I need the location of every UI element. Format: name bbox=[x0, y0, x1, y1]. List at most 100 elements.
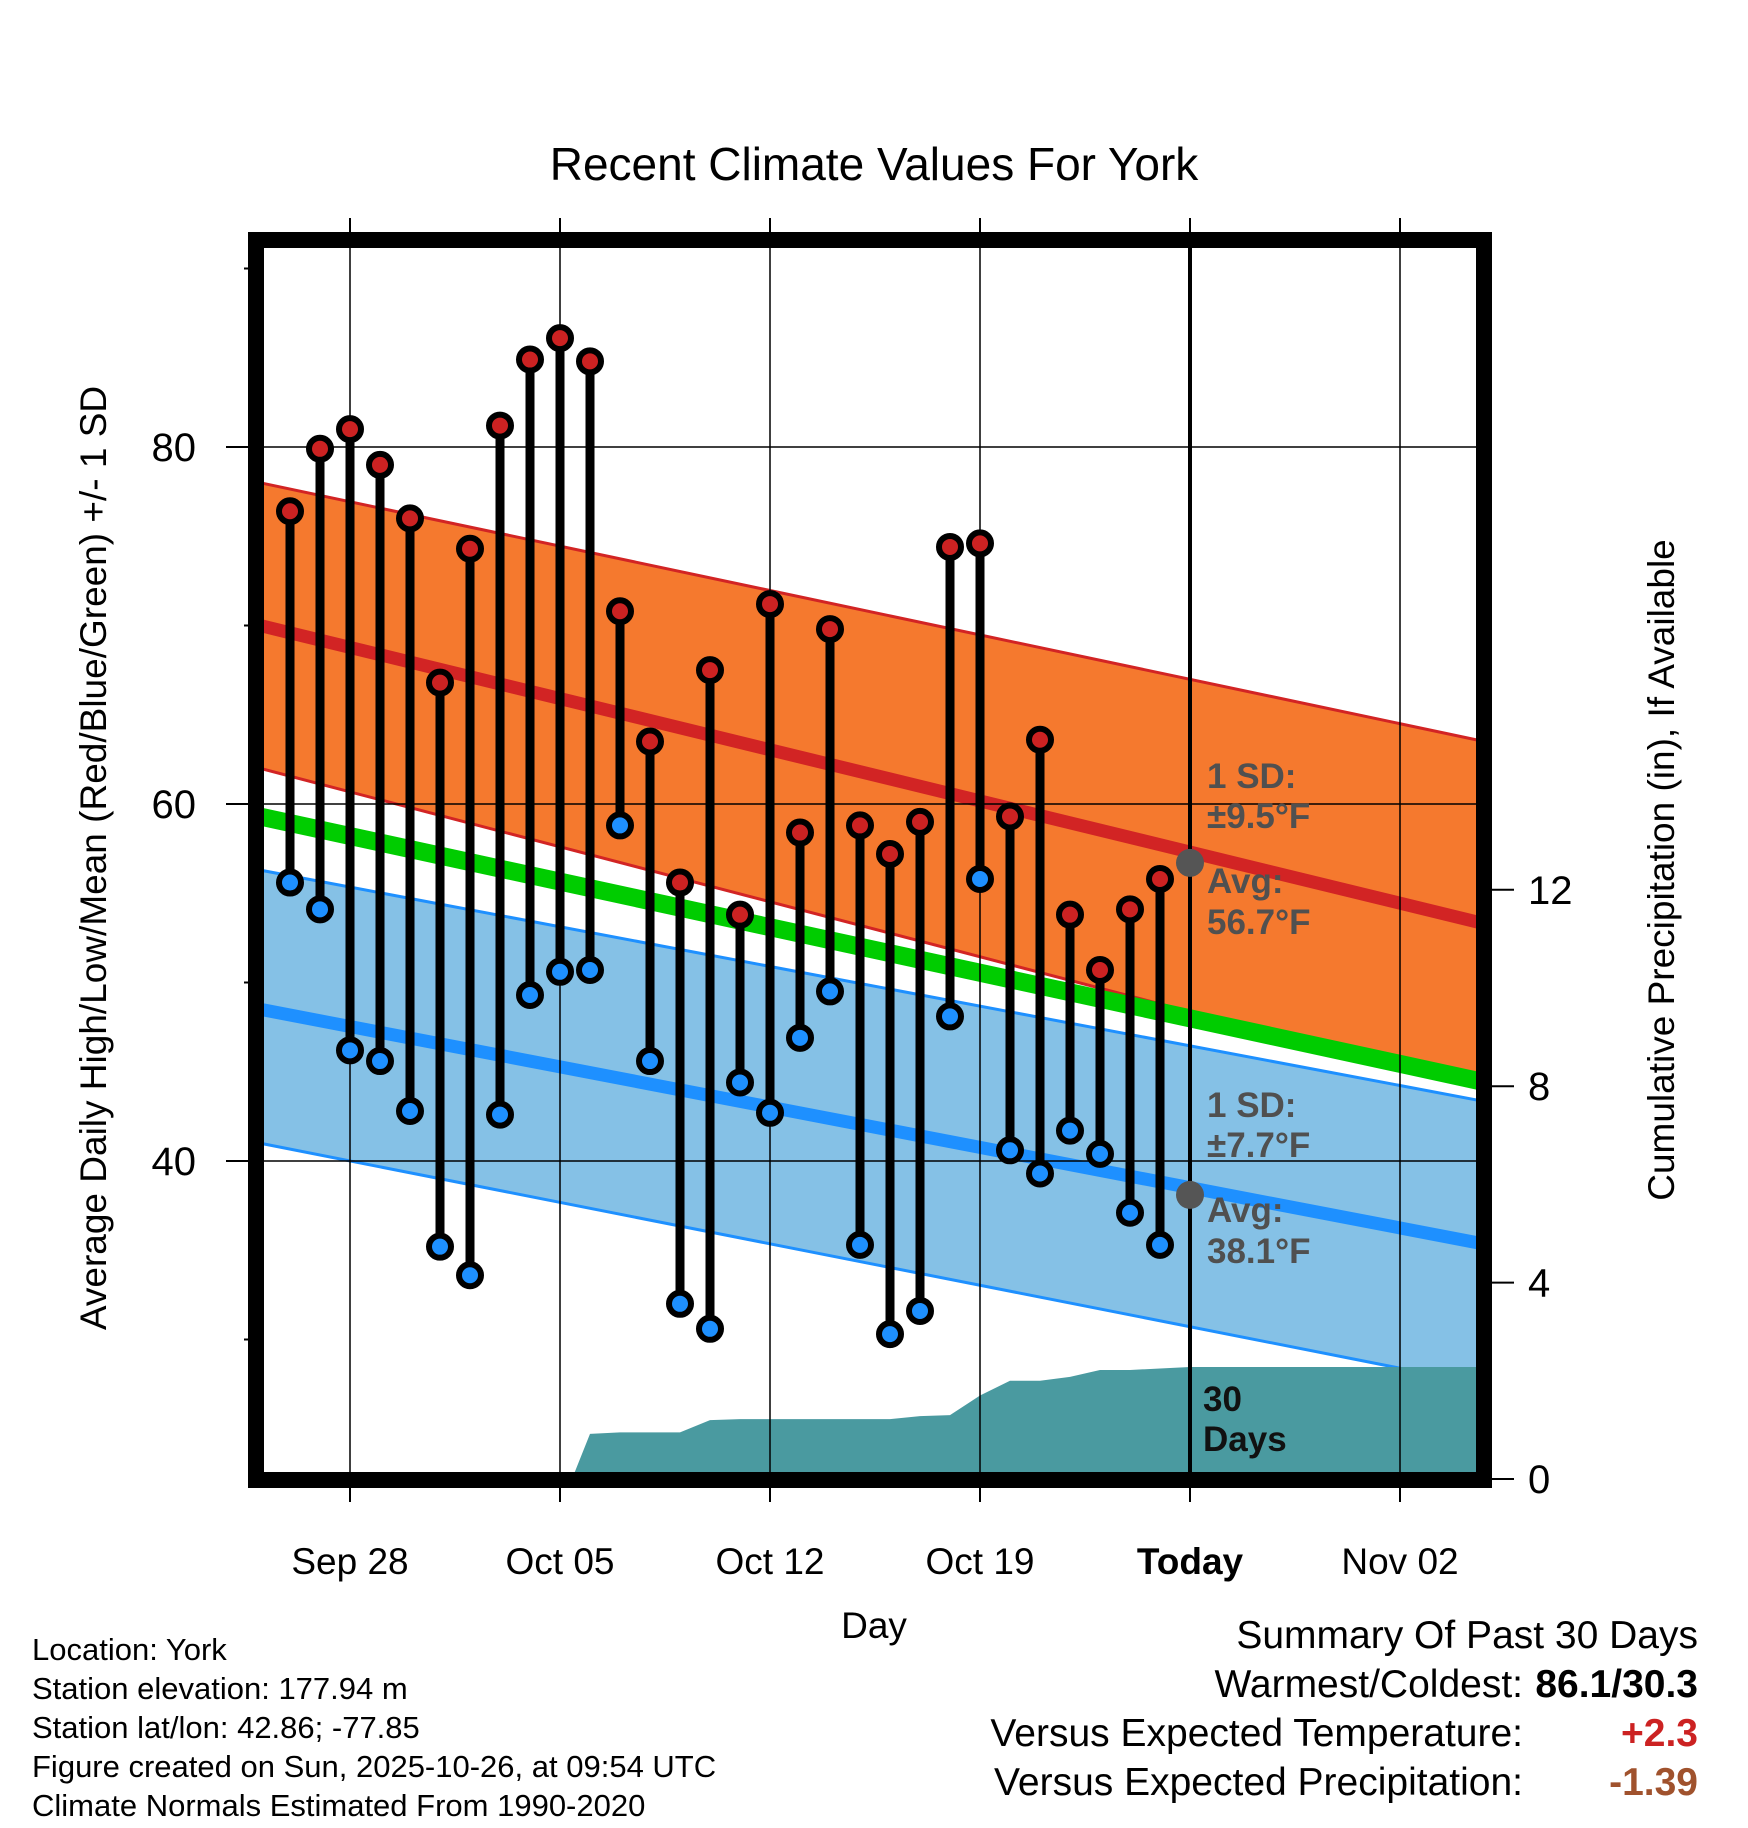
y2-axis-label: Cumulative Precipitation (in), If Availa… bbox=[1641, 539, 1682, 1201]
daily-high-point bbox=[1056, 900, 1084, 929]
high-sd-value: ±9.5°F bbox=[1207, 797, 1310, 836]
x-tick-label: Oct 12 bbox=[716, 1541, 825, 1582]
daily-high-point bbox=[936, 532, 964, 561]
daily-high-point bbox=[636, 727, 664, 756]
daily-low-point bbox=[396, 1097, 424, 1126]
daily-low-point bbox=[966, 864, 994, 893]
daily-high-point bbox=[516, 345, 544, 374]
station-info: Location: York Station elevation: 177.94… bbox=[32, 1630, 716, 1825]
daily-low-point bbox=[696, 1314, 724, 1343]
daily-high-point bbox=[546, 324, 574, 353]
daily-high-point bbox=[426, 668, 454, 697]
y2-tick-label: 4 bbox=[1528, 1262, 1550, 1306]
y-tick-label: 60 bbox=[152, 783, 197, 827]
high-avg-label: Avg: bbox=[1207, 862, 1283, 901]
daily-high-point bbox=[606, 597, 634, 626]
daily-high-point bbox=[336, 415, 364, 444]
y2-tick-label: 0 bbox=[1528, 1458, 1550, 1502]
daily-low-point bbox=[666, 1289, 694, 1318]
low-sd-value: ±7.7°F bbox=[1207, 1126, 1310, 1165]
daily-high-point bbox=[726, 900, 754, 929]
daily-high-point bbox=[846, 811, 874, 840]
daily-high-point bbox=[1146, 864, 1174, 893]
warmest-coldest-value: 86.1/30.3 bbox=[1535, 1663, 1698, 1706]
precip-area bbox=[573, 1367, 1478, 1474]
high-sd-label: 1 SD: bbox=[1207, 757, 1296, 796]
x-tick-label: Oct 19 bbox=[926, 1541, 1035, 1582]
daily-high-point bbox=[786, 818, 814, 847]
daily-low-point bbox=[276, 868, 304, 897]
avg-high-marker bbox=[1176, 848, 1204, 877]
daily-low-point bbox=[366, 1047, 394, 1076]
daily-low-point bbox=[876, 1320, 904, 1349]
precip-vs-expected-value: -1.39 bbox=[1609, 1761, 1698, 1804]
summary-title: Summary Of Past 30 Days bbox=[1236, 1614, 1698, 1657]
daily-low-point bbox=[426, 1232, 454, 1261]
daily-low-point bbox=[996, 1136, 1024, 1165]
daily-high-point bbox=[366, 450, 394, 479]
daily-high-point bbox=[996, 802, 1024, 831]
y-axis-label: Average Daily High/Low/Mean (Red/Blue/Gr… bbox=[73, 386, 114, 1330]
created-text: Figure created on Sun, 2025-10-26, at 09… bbox=[32, 1749, 717, 1784]
daily-low-point bbox=[636, 1047, 664, 1076]
daily-low-point bbox=[336, 1036, 364, 1065]
days-label-number: 30 bbox=[1203, 1380, 1242, 1419]
daily-low-point bbox=[786, 1023, 814, 1052]
daily-high-point bbox=[666, 868, 694, 897]
daily-low-point bbox=[936, 1002, 964, 1031]
daily-low-point bbox=[1086, 1139, 1114, 1168]
days-label-text: Days bbox=[1203, 1420, 1287, 1459]
daily-low-point bbox=[306, 895, 334, 924]
x-tick-label: Sep 28 bbox=[291, 1541, 408, 1582]
high-sd-band bbox=[262, 483, 1478, 1088]
high-avg-value: 56.7°F bbox=[1207, 903, 1311, 942]
latlon-text: Station lat/lon: 42.86; -77.85 bbox=[32, 1710, 420, 1745]
daily-low-point bbox=[456, 1261, 484, 1290]
x-tick-label: Today bbox=[1137, 1541, 1244, 1582]
summary-panel: Summary Of Past 30 Days Warmest/Coldest:… bbox=[990, 1616, 1698, 1812]
temp-vs-expected-label: Versus Expected Temperature: bbox=[990, 1712, 1523, 1755]
daily-high-point bbox=[1086, 956, 1114, 985]
daily-low-point bbox=[576, 956, 604, 985]
avg-low-marker bbox=[1176, 1180, 1204, 1209]
daily-high-point bbox=[696, 656, 724, 685]
precip-vs-expected-label: Versus Expected Precipitation: bbox=[994, 1761, 1523, 1804]
daily-low-point bbox=[546, 957, 574, 986]
daily-high-point bbox=[876, 839, 904, 868]
y2-tick-label: 8 bbox=[1528, 1065, 1550, 1109]
location-text: Location: York bbox=[32, 1632, 227, 1667]
warmest-coldest-label: Warmest/Coldest: bbox=[1214, 1663, 1523, 1706]
daily-high-point bbox=[306, 434, 334, 463]
daily-low-point bbox=[756, 1098, 784, 1127]
low-avg-value: 38.1°F bbox=[1207, 1232, 1311, 1271]
chart-title: Recent Climate Values For York bbox=[550, 138, 1200, 190]
temp-vs-expected-value: +2.3 bbox=[1621, 1712, 1698, 1755]
x-tick-label: Oct 05 bbox=[506, 1541, 615, 1582]
daily-high-point bbox=[1026, 725, 1054, 754]
y2-tick-label: 12 bbox=[1528, 869, 1573, 913]
daily-low-point bbox=[1026, 1159, 1054, 1188]
low-avg-label: Avg: bbox=[1207, 1191, 1283, 1230]
daily-low-point bbox=[816, 977, 844, 1006]
x-tick-label: Nov 02 bbox=[1341, 1541, 1458, 1582]
daily-low-point bbox=[516, 980, 544, 1009]
daily-high-point bbox=[816, 615, 844, 644]
daily-high-point bbox=[756, 590, 784, 619]
daily-low-point bbox=[846, 1230, 874, 1259]
daily-low-point bbox=[486, 1100, 514, 1129]
daily-low-point bbox=[606, 811, 634, 840]
daily-low-point bbox=[906, 1296, 934, 1325]
daily-high-point bbox=[396, 504, 424, 533]
plot-frame bbox=[248, 232, 1492, 1488]
y-tick-label: 80 bbox=[152, 426, 197, 470]
daily-high-point bbox=[1116, 895, 1144, 924]
daily-high-point bbox=[576, 347, 604, 376]
daily-high-point bbox=[966, 529, 994, 558]
elevation-text: Station elevation: 177.94 m bbox=[32, 1671, 408, 1706]
y-tick-label: 40 bbox=[152, 1140, 197, 1184]
low-sd-label: 1 SD: bbox=[1207, 1086, 1296, 1125]
daily-low-point bbox=[726, 1068, 754, 1097]
